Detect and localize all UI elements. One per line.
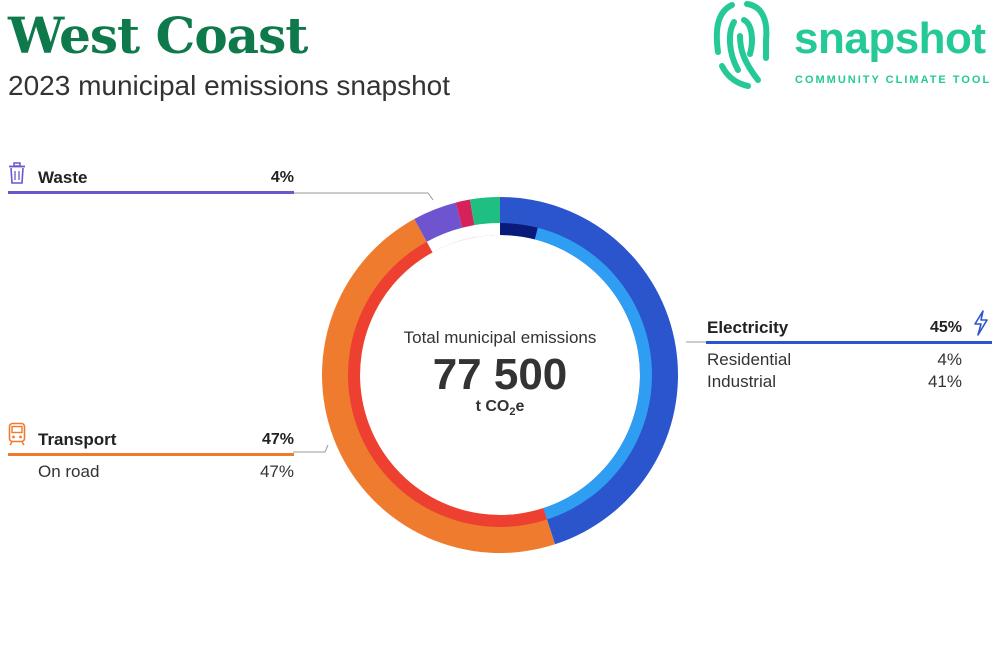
category-electricity-pct: 45% bbox=[929, 319, 962, 336]
subcategory-industrial: Industrial 41% bbox=[707, 372, 962, 394]
inner-ring bbox=[347, 223, 652, 527]
transport-leader-line bbox=[293, 444, 329, 453]
subcategory-industrial-name: Industrial bbox=[707, 372, 776, 391]
category-transport: Transport 47% bbox=[8, 422, 294, 458]
total-value: 77 500 bbox=[432, 350, 568, 399]
transport-rule bbox=[8, 453, 294, 456]
inner-segment-industrial bbox=[534, 227, 652, 520]
category-waste-name: Waste bbox=[38, 168, 88, 187]
subcategory-residential-pct: 4% bbox=[937, 350, 962, 369]
outer-segment-electricity bbox=[500, 197, 679, 545]
electricity-rule bbox=[706, 341, 992, 344]
page-title: West Coast bbox=[8, 6, 308, 65]
category-electricity-name: Electricity bbox=[707, 318, 789, 337]
outer-segment-transport bbox=[321, 219, 556, 554]
subcategory-on-road-name: On road bbox=[38, 462, 100, 481]
logo-tagline: COMMUNITY CLIMATE TOOL bbox=[795, 74, 992, 86]
waste-leader-line bbox=[293, 192, 434, 201]
category-transport-pct: 47% bbox=[261, 431, 294, 448]
category-electricity: Electricity 45% bbox=[706, 310, 994, 346]
logo-wordmark: snapshot bbox=[794, 14, 986, 63]
trash-icon bbox=[9, 162, 25, 184]
total-label: Total municipal emissions bbox=[403, 328, 597, 347]
subcategory-on-road-pct: 47% bbox=[259, 462, 294, 481]
inner-segment-3 bbox=[426, 223, 500, 253]
category-transport-name: Transport bbox=[38, 430, 117, 449]
lightning-icon bbox=[974, 310, 988, 336]
category-waste-pct: 4% bbox=[270, 169, 294, 186]
subcategory-residential: Residential 4% bbox=[707, 350, 962, 372]
subcategory-residential-name: Residential bbox=[707, 350, 792, 369]
waste-rule bbox=[8, 191, 294, 194]
total-unit: t CO2e bbox=[475, 398, 525, 419]
donut-center-summary: Total municipal emissions 77 500 t CO2e bbox=[355, 328, 645, 418]
category-waste: Waste 4% bbox=[8, 162, 294, 198]
train-icon bbox=[8, 422, 26, 446]
snapshot-logo: snapshot COMMUNITY CLIMATE TOOL bbox=[712, 0, 1000, 92]
page-subtitle: 2023 municipal emissions snapshot bbox=[8, 70, 451, 101]
subcategory-industrial-pct: 41% bbox=[927, 372, 962, 391]
subcategory-on-road: On road 47% bbox=[38, 462, 294, 484]
inner-segment-residential bbox=[500, 223, 538, 240]
fingerprint-logo-icon bbox=[713, 1, 770, 89]
